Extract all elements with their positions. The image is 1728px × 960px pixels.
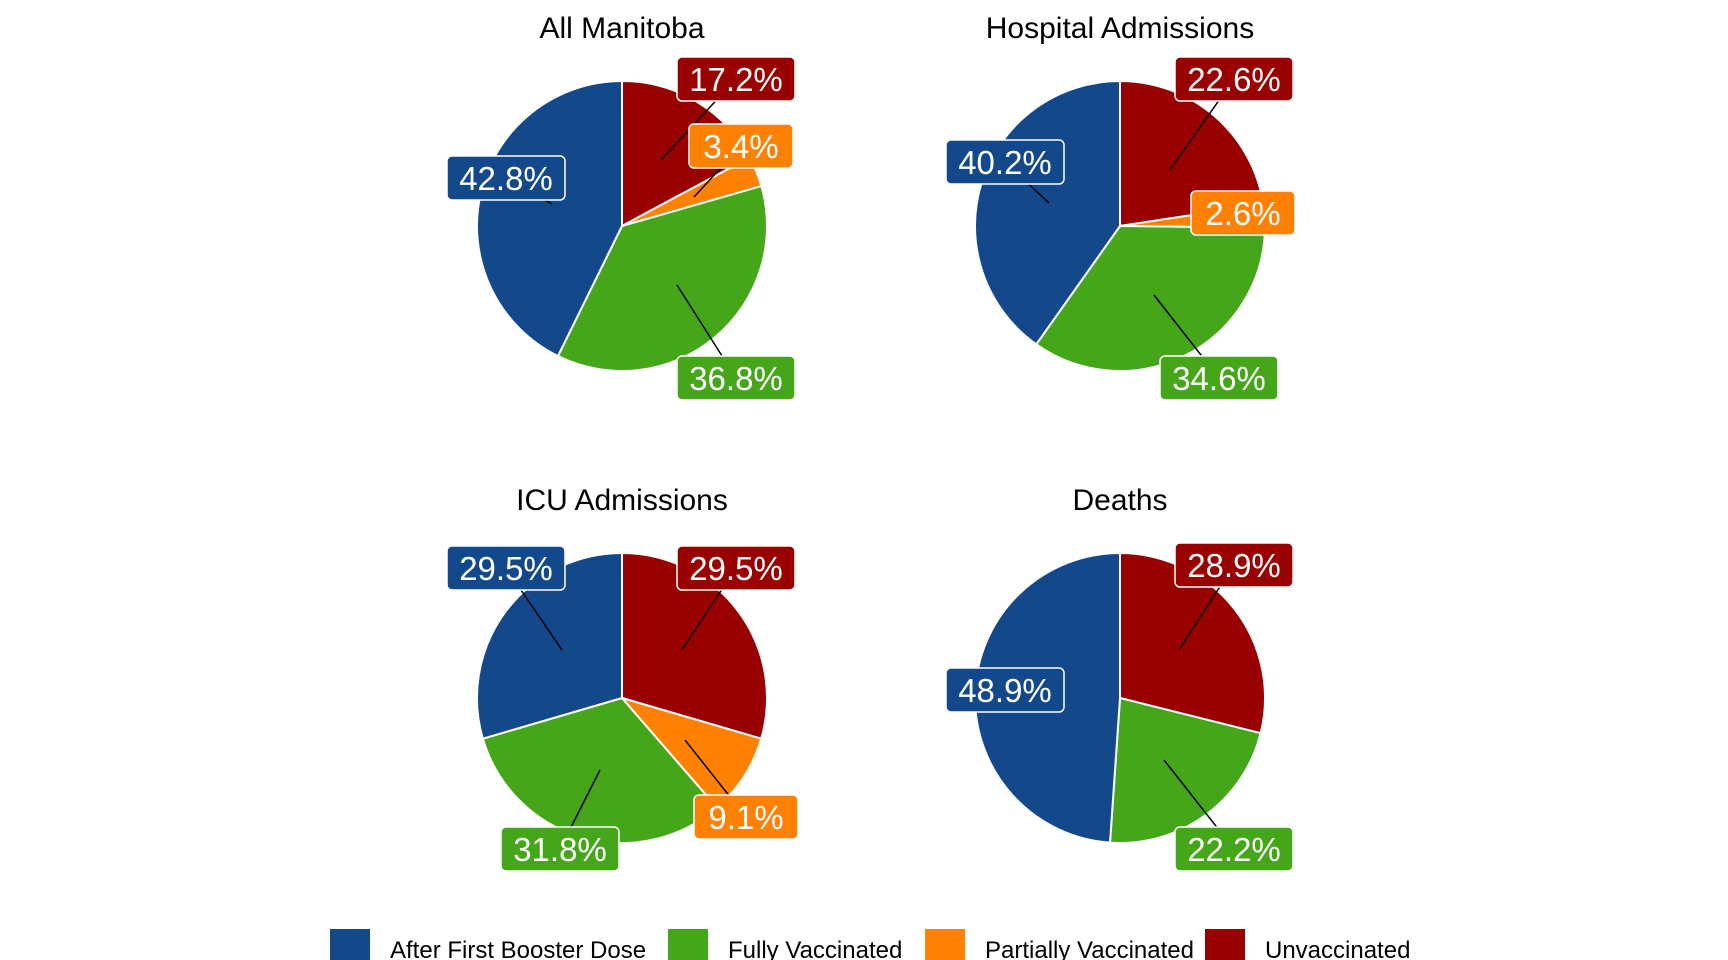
label-box: [676, 56, 796, 102]
slice-label-fully-vaccinated: 34.6%: [1159, 355, 1279, 401]
slice-label-fully-vaccinated: 22.2%: [1174, 826, 1294, 872]
slice-label-partially-vaccinated: 2.6%: [1190, 190, 1296, 236]
pie-panels: All Manitoba 17.2% 3.4% 36.8% 42.8% Hospital …: [446, 12, 1296, 872]
slice-value-label: 22.6%: [1187, 61, 1281, 98]
legend-swatch: [925, 929, 965, 960]
slice-label-unvaccinated: 17.2%: [676, 56, 796, 102]
pie-panel-deaths: Deaths 28.9% 22.2% 48.9%: [945, 484, 1294, 872]
slice-label-after-first-booster-dose: 48.9%: [945, 667, 1065, 713]
legend-label: Fully Vaccinated: [728, 937, 902, 960]
slice-label-after-first-booster-dose: 29.5%: [446, 545, 566, 591]
slice-label-after-first-booster-dose: 40.2%: [945, 139, 1065, 185]
panel-title: Hospital Admissions: [986, 12, 1254, 45]
pie-slice-fully-vaccinated: [1034, 224, 1267, 373]
label-box: [945, 667, 1065, 713]
label-box: [1174, 56, 1294, 102]
pie-slice-unvaccinated: [1119, 79, 1265, 228]
slice-label-after-first-booster-dose: 42.8%: [446, 155, 566, 201]
panel-title: ICU Admissions: [516, 484, 728, 517]
slice-value-label: 29.5%: [459, 550, 553, 587]
panel-title: All Manitoba: [539, 12, 704, 45]
slice-value-label: 17.2%: [689, 61, 783, 98]
pie-panel-hospital-admissions: Hospital Admissions 22.6% 2.6% 34.6% 40.2%: [945, 12, 1296, 401]
slice-value-label: 2.6%: [1205, 195, 1280, 232]
pie-panel-all-manitoba: All Manitoba 17.2% 3.4% 36.8% 42.8%: [446, 12, 796, 401]
slice-value-label: 22.2%: [1187, 831, 1281, 868]
legend-swatch: [330, 929, 370, 960]
pie-slice-after-first-booster-dose: [476, 551, 623, 740]
label-box: [676, 355, 796, 401]
legend-item-partially-vaccinated: Partially Vaccinated: [925, 929, 1194, 960]
slice-label-fully-vaccinated: 36.8%: [676, 355, 796, 401]
label-box: [1174, 542, 1294, 588]
slice-value-label: 9.1%: [708, 799, 783, 836]
label-box: [1174, 826, 1294, 872]
slice-value-label: 28.9%: [1187, 547, 1281, 584]
label-box: [500, 826, 620, 872]
slice-value-label: 31.8%: [513, 831, 607, 868]
pie-slice-fully-vaccinated: [1108, 696, 1262, 844]
legend-item-after-first-booster-dose: After First Booster Dose: [330, 929, 646, 960]
label-box: [688, 123, 794, 169]
legend-label: Unvaccinated: [1265, 937, 1410, 960]
legend-item-unvaccinated: Unvaccinated: [1205, 929, 1410, 960]
legend-label: Partially Vaccinated: [985, 937, 1194, 960]
label-box: [446, 545, 566, 591]
slice-label-unvaccinated: 28.9%: [1174, 542, 1294, 588]
pie-slice-unvaccinated: [1119, 551, 1266, 735]
label-box: [676, 545, 796, 591]
slice-value-label: 29.5%: [689, 550, 783, 587]
slice-value-label: 3.4%: [703, 128, 778, 165]
label-box: [446, 155, 566, 201]
slice-value-label: 36.8%: [689, 360, 783, 397]
slice-label-partially-vaccinated: 9.1%: [693, 794, 799, 840]
slice-value-label: 42.8%: [459, 160, 553, 197]
label-box: [1190, 190, 1296, 236]
slice-value-label: 34.6%: [1172, 360, 1266, 397]
label-box: [1159, 355, 1279, 401]
slice-label-fully-vaccinated: 31.8%: [500, 826, 620, 872]
label-box: [693, 794, 799, 840]
pie-panel-icu-admissions: ICU Admissions 29.5% 9.1% 31.8% 29.5%: [446, 484, 799, 872]
slice-value-label: 48.9%: [958, 672, 1052, 709]
legend-label: After First Booster Dose: [390, 937, 646, 960]
legend-swatch: [1205, 929, 1245, 960]
pie-slice-unvaccinated: [621, 551, 768, 740]
legend-swatch: [668, 929, 708, 960]
legend: After First Booster Dose Fully Vaccinated…: [330, 929, 1410, 960]
slice-label-partially-vaccinated: 3.4%: [688, 123, 794, 169]
slice-value-label: 40.2%: [958, 144, 1052, 181]
label-box: [945, 139, 1065, 185]
pie-slice-fully-vaccinated: [556, 184, 768, 372]
panel-title: Deaths: [1072, 484, 1167, 517]
slice-label-unvaccinated: 22.6%: [1174, 56, 1294, 102]
slice-label-unvaccinated: 29.5%: [676, 545, 796, 591]
legend-item-fully-vaccinated: Fully Vaccinated: [668, 929, 902, 960]
